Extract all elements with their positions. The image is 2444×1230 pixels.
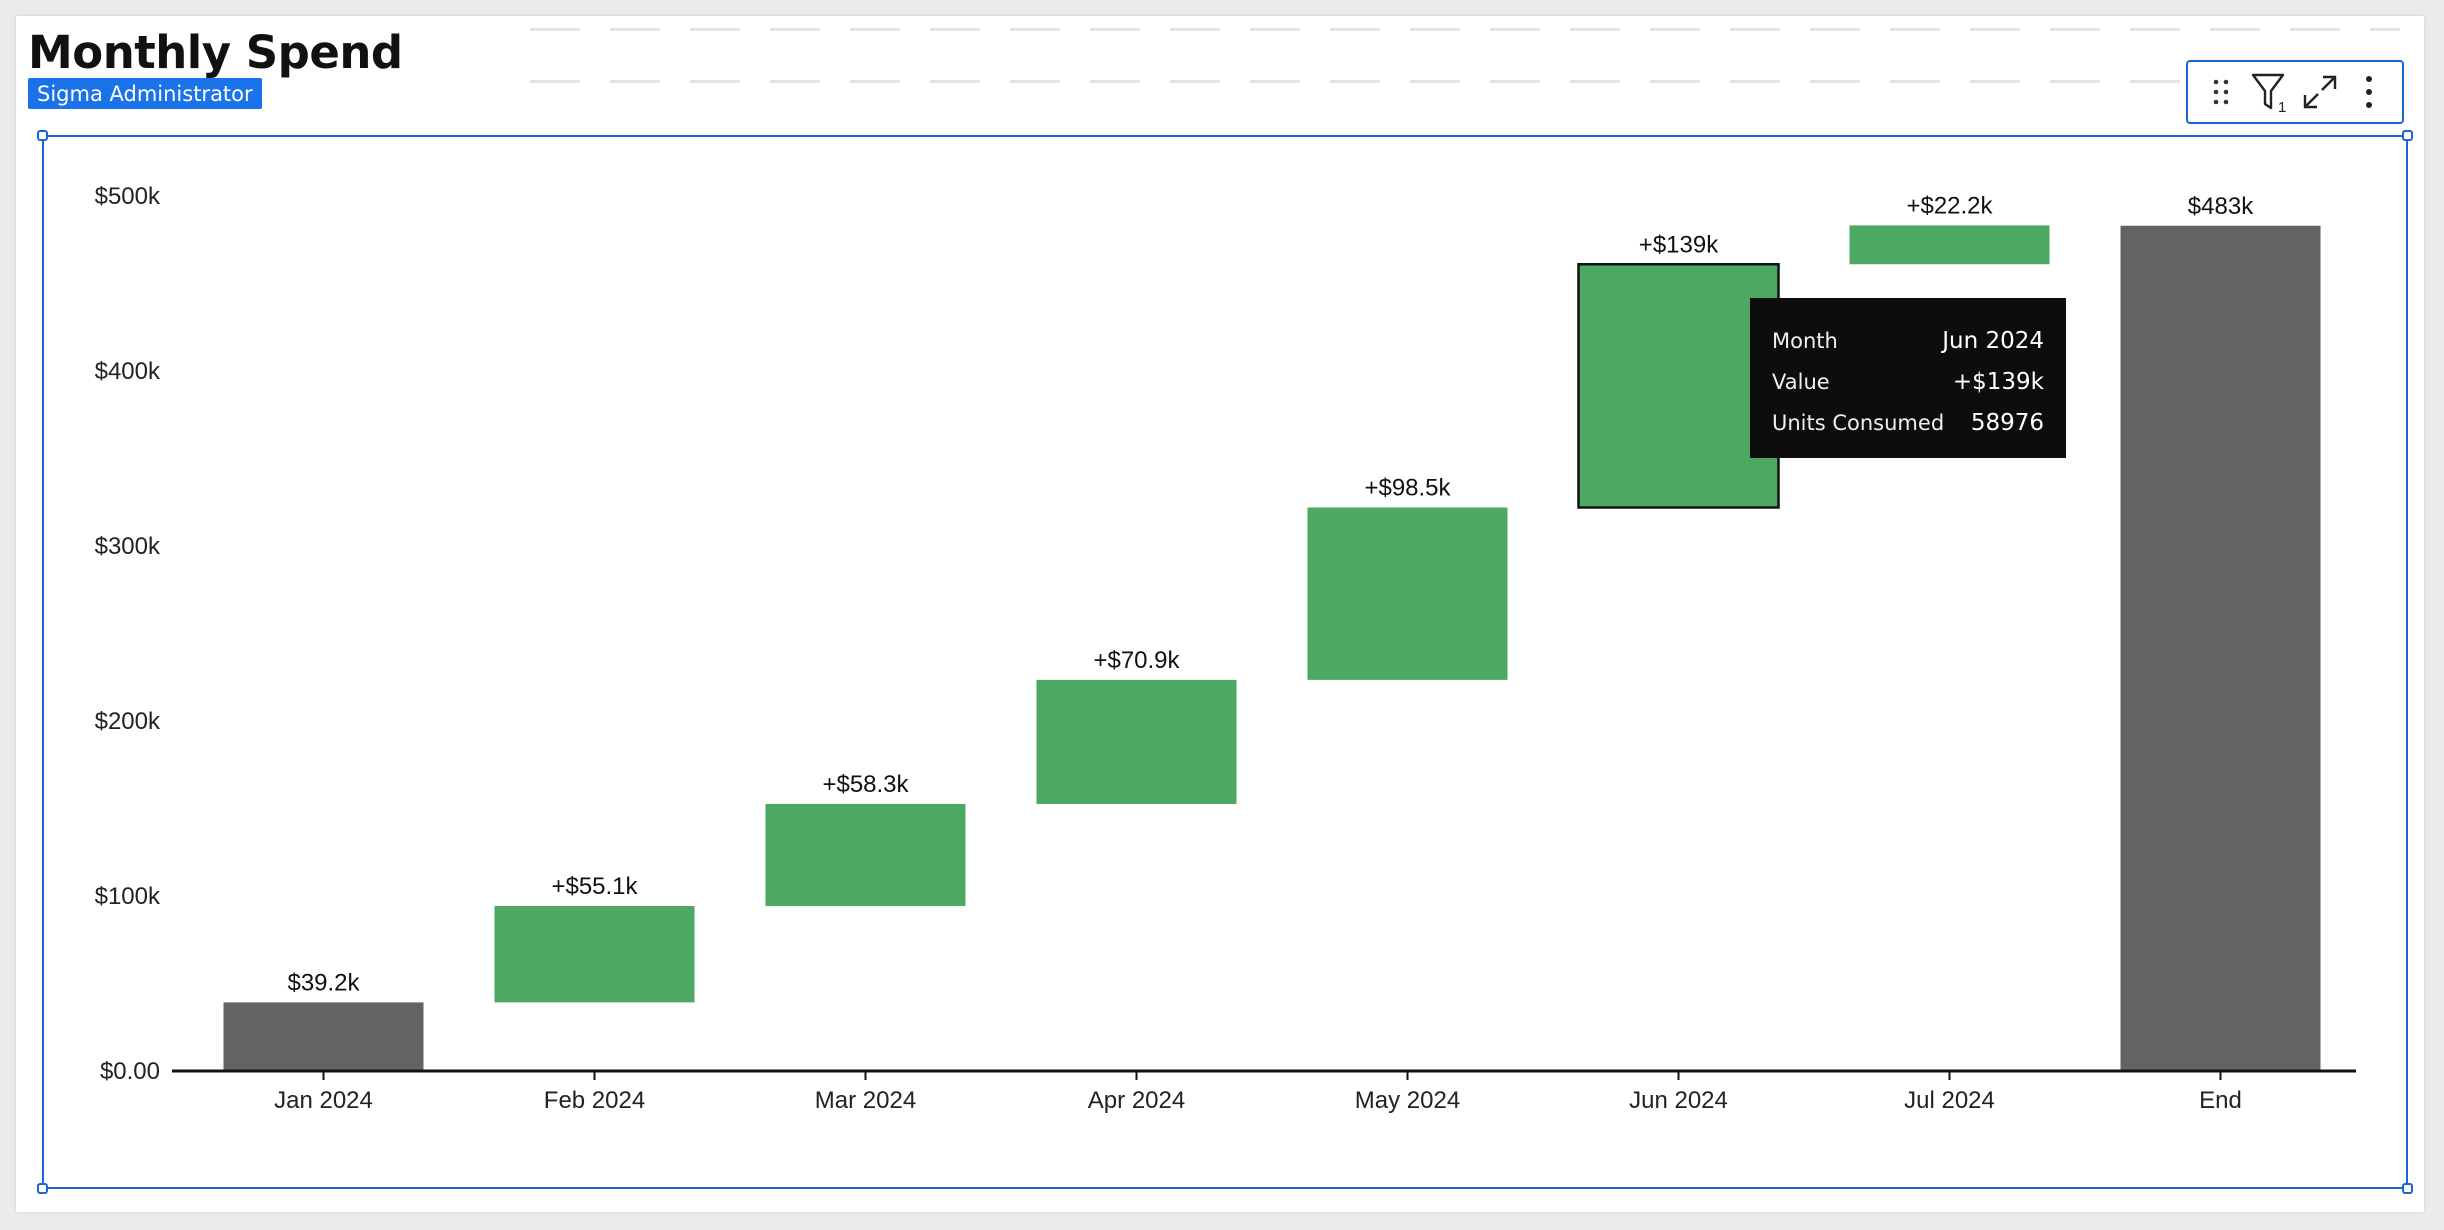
selected-element-frame [42,135,2408,1189]
x-tick-label: Mar 2024 [815,1087,916,1114]
bar [2120,225,2321,1071]
x-tick-label: Jan 2024 [274,1087,373,1114]
bar [1307,507,1508,680]
y-tick-label: $200k [95,708,161,735]
data-label: +$22.2k [1906,192,1993,219]
x-tick-label: May 2024 [1355,1087,1460,1114]
resize-handle-bottom-right[interactable] [2402,1183,2413,1194]
y-tick-label: $0.00 [100,1058,160,1085]
data-label: +$98.5k [1364,475,1451,502]
x-tick-label: Jun 2024 [1629,1087,1728,1114]
resize-handle-top-right[interactable] [2402,130,2413,141]
tooltip-row-month: Month Jun 2024 [1772,327,2044,354]
y-axis: $0.00 $100k $200k $300k $400k $500k [95,183,161,1085]
data-label: +$70.9k [1093,647,1180,674]
y-tick-label: $400k [95,358,161,385]
chart-tooltip: Month Jun 2024 Value +$139k Units Consum… [1750,298,2066,458]
y-tick-label: $300k [95,533,161,560]
page-title: Monthly Spend [28,26,403,79]
y-tick-label: $500k [95,183,161,210]
bar [1577,263,1780,509]
element-toolbar: 1 [2186,60,2404,124]
bar [223,1002,424,1071]
resize-handle-top-left[interactable] [37,130,48,141]
y-tick-label: $100k [95,883,161,910]
data-label: $39.2k [287,969,360,996]
drop-zone-guides [530,10,2400,100]
filter-icon: 1 [2252,73,2287,114]
tooltip-row-value: Value +$139k [1772,368,2044,395]
drag-handle-icon[interactable] [2199,70,2243,114]
data-label: +$58.3k [822,771,909,798]
x-axis: Jan 2024 Feb 2024 Mar 2024 Apr 2024 May 2024… [172,1069,2356,1114]
tooltip-row-units: Units Consumed 58976 [1772,409,2044,436]
filter-count: 1 [2278,99,2286,114]
filter-button[interactable]: 1 [2248,70,2292,114]
bar [1849,225,2050,265]
bar [1036,679,1237,804]
bar [765,803,966,906]
data-label: +$55.1k [551,873,638,900]
x-tick-label: End [2199,1087,2242,1114]
expand-icon[interactable] [2298,70,2342,114]
x-tick-label: Feb 2024 [544,1087,645,1114]
role-badge: Sigma Administrator [28,78,262,109]
more-vertical-icon[interactable] [2347,70,2391,114]
bar [494,905,695,1003]
bars: $39.2k +$55.1k +$58.3k +$70.9k +$98.5k +$139k… [223,192,2321,1071]
resize-handle-bottom-left[interactable] [37,1183,48,1194]
data-label: $483k [2188,193,2254,220]
x-tick-label: Jul 2024 [1904,1087,1995,1114]
x-tick-label: Apr 2024 [1088,1087,1185,1114]
data-label: +$139k [1639,231,1719,258]
